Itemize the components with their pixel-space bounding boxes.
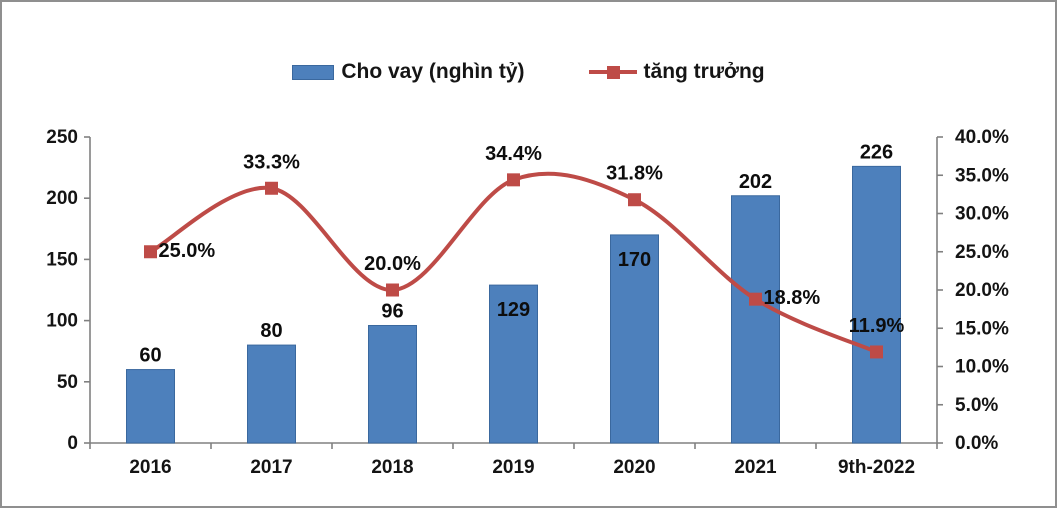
y-axis-left-tick-label: 200	[46, 188, 78, 209]
growth-label-2021: 18.8%	[764, 287, 821, 309]
growth-marker-2020	[628, 193, 641, 207]
bar-2017	[247, 344, 296, 444]
category-label-2019: 2019	[492, 457, 534, 478]
category-label-2017: 2017	[250, 457, 292, 478]
category-label-2021: 2021	[734, 457, 777, 478]
legend-label-loans: Cho vay (nghìn tỷ)	[341, 60, 525, 83]
bar-label-2017: 80	[260, 320, 282, 342]
y-axis-left-tick-label: 250	[46, 127, 78, 148]
bar-label-2016: 60	[139, 345, 161, 367]
bar-9th-2022	[852, 165, 901, 444]
y-axis-left-tick-label: 150	[46, 249, 78, 270]
growth-marker-2017	[265, 181, 278, 195]
bar-2021	[731, 195, 780, 444]
y-axis-left-tick-label: 0	[67, 433, 78, 454]
bar-label-9th-2022: 226	[860, 141, 893, 163]
category-label-9th-2022: 9th-2022	[838, 457, 915, 478]
legend-line-swatch-icon	[588, 65, 637, 79]
growth-marker-2018	[386, 283, 399, 297]
bar-2016	[126, 369, 175, 444]
category-label-2016: 2016	[129, 457, 171, 478]
bar-label-2021: 202	[739, 171, 772, 193]
y-axis-right-tick-label: 40.0%	[955, 127, 1009, 148]
y-axis-right-tick-label: 35.0%	[955, 165, 1009, 186]
y-axis-left-tick-label: 50	[57, 372, 78, 393]
growth-marker-2021	[749, 292, 762, 306]
growth-label-9th-2022: 11.9%	[849, 315, 905, 337]
category-label-2020: 2020	[613, 457, 655, 478]
legend-bar-swatch-icon	[292, 64, 335, 80]
y-axis-left-tick-label: 100	[46, 311, 78, 332]
growth-marker-2016	[144, 245, 157, 259]
growth-label-2016: 25.0%	[159, 240, 216, 262]
growth-label-2019: 34.4%	[485, 143, 542, 165]
growth-label-2017: 33.3%	[243, 151, 300, 173]
bar-label-2019: 129	[497, 299, 530, 321]
growth-marker-2019	[507, 173, 520, 187]
chart-legend: Cho vay (nghìn tỷ) tăng trưởng	[2, 60, 1055, 84]
growth-label-2018: 20.0%	[364, 253, 421, 275]
bar-2019	[489, 284, 538, 444]
legend-item-loans: Cho vay (nghìn tỷ)	[292, 60, 525, 84]
category-label-2018: 2018	[371, 457, 413, 478]
growth-marker-9th-2022	[870, 345, 883, 359]
y-axis-right-tick-label: 15.0%	[955, 318, 1009, 339]
growth-label-2020: 31.8%	[606, 163, 663, 185]
legend-item-growth: tăng trưởng	[588, 60, 765, 84]
bar-2018	[368, 324, 417, 444]
bar-label-2020: 170	[618, 249, 651, 271]
y-axis-right-tick-label: 10.0%	[955, 357, 1009, 378]
bar-2020	[610, 234, 659, 444]
y-axis-right-tick-label: 30.0%	[955, 204, 1009, 225]
bar-label-2018: 96	[381, 300, 403, 322]
y-axis-right-tick-label: 0.0%	[955, 433, 998, 454]
y-axis-right-tick-label: 25.0%	[955, 242, 1009, 263]
legend-label-growth: tăng trưởng	[643, 60, 765, 83]
y-axis-right-tick-label: 20.0%	[955, 280, 1009, 301]
y-axis-right-tick-label: 5.0%	[955, 395, 998, 416]
